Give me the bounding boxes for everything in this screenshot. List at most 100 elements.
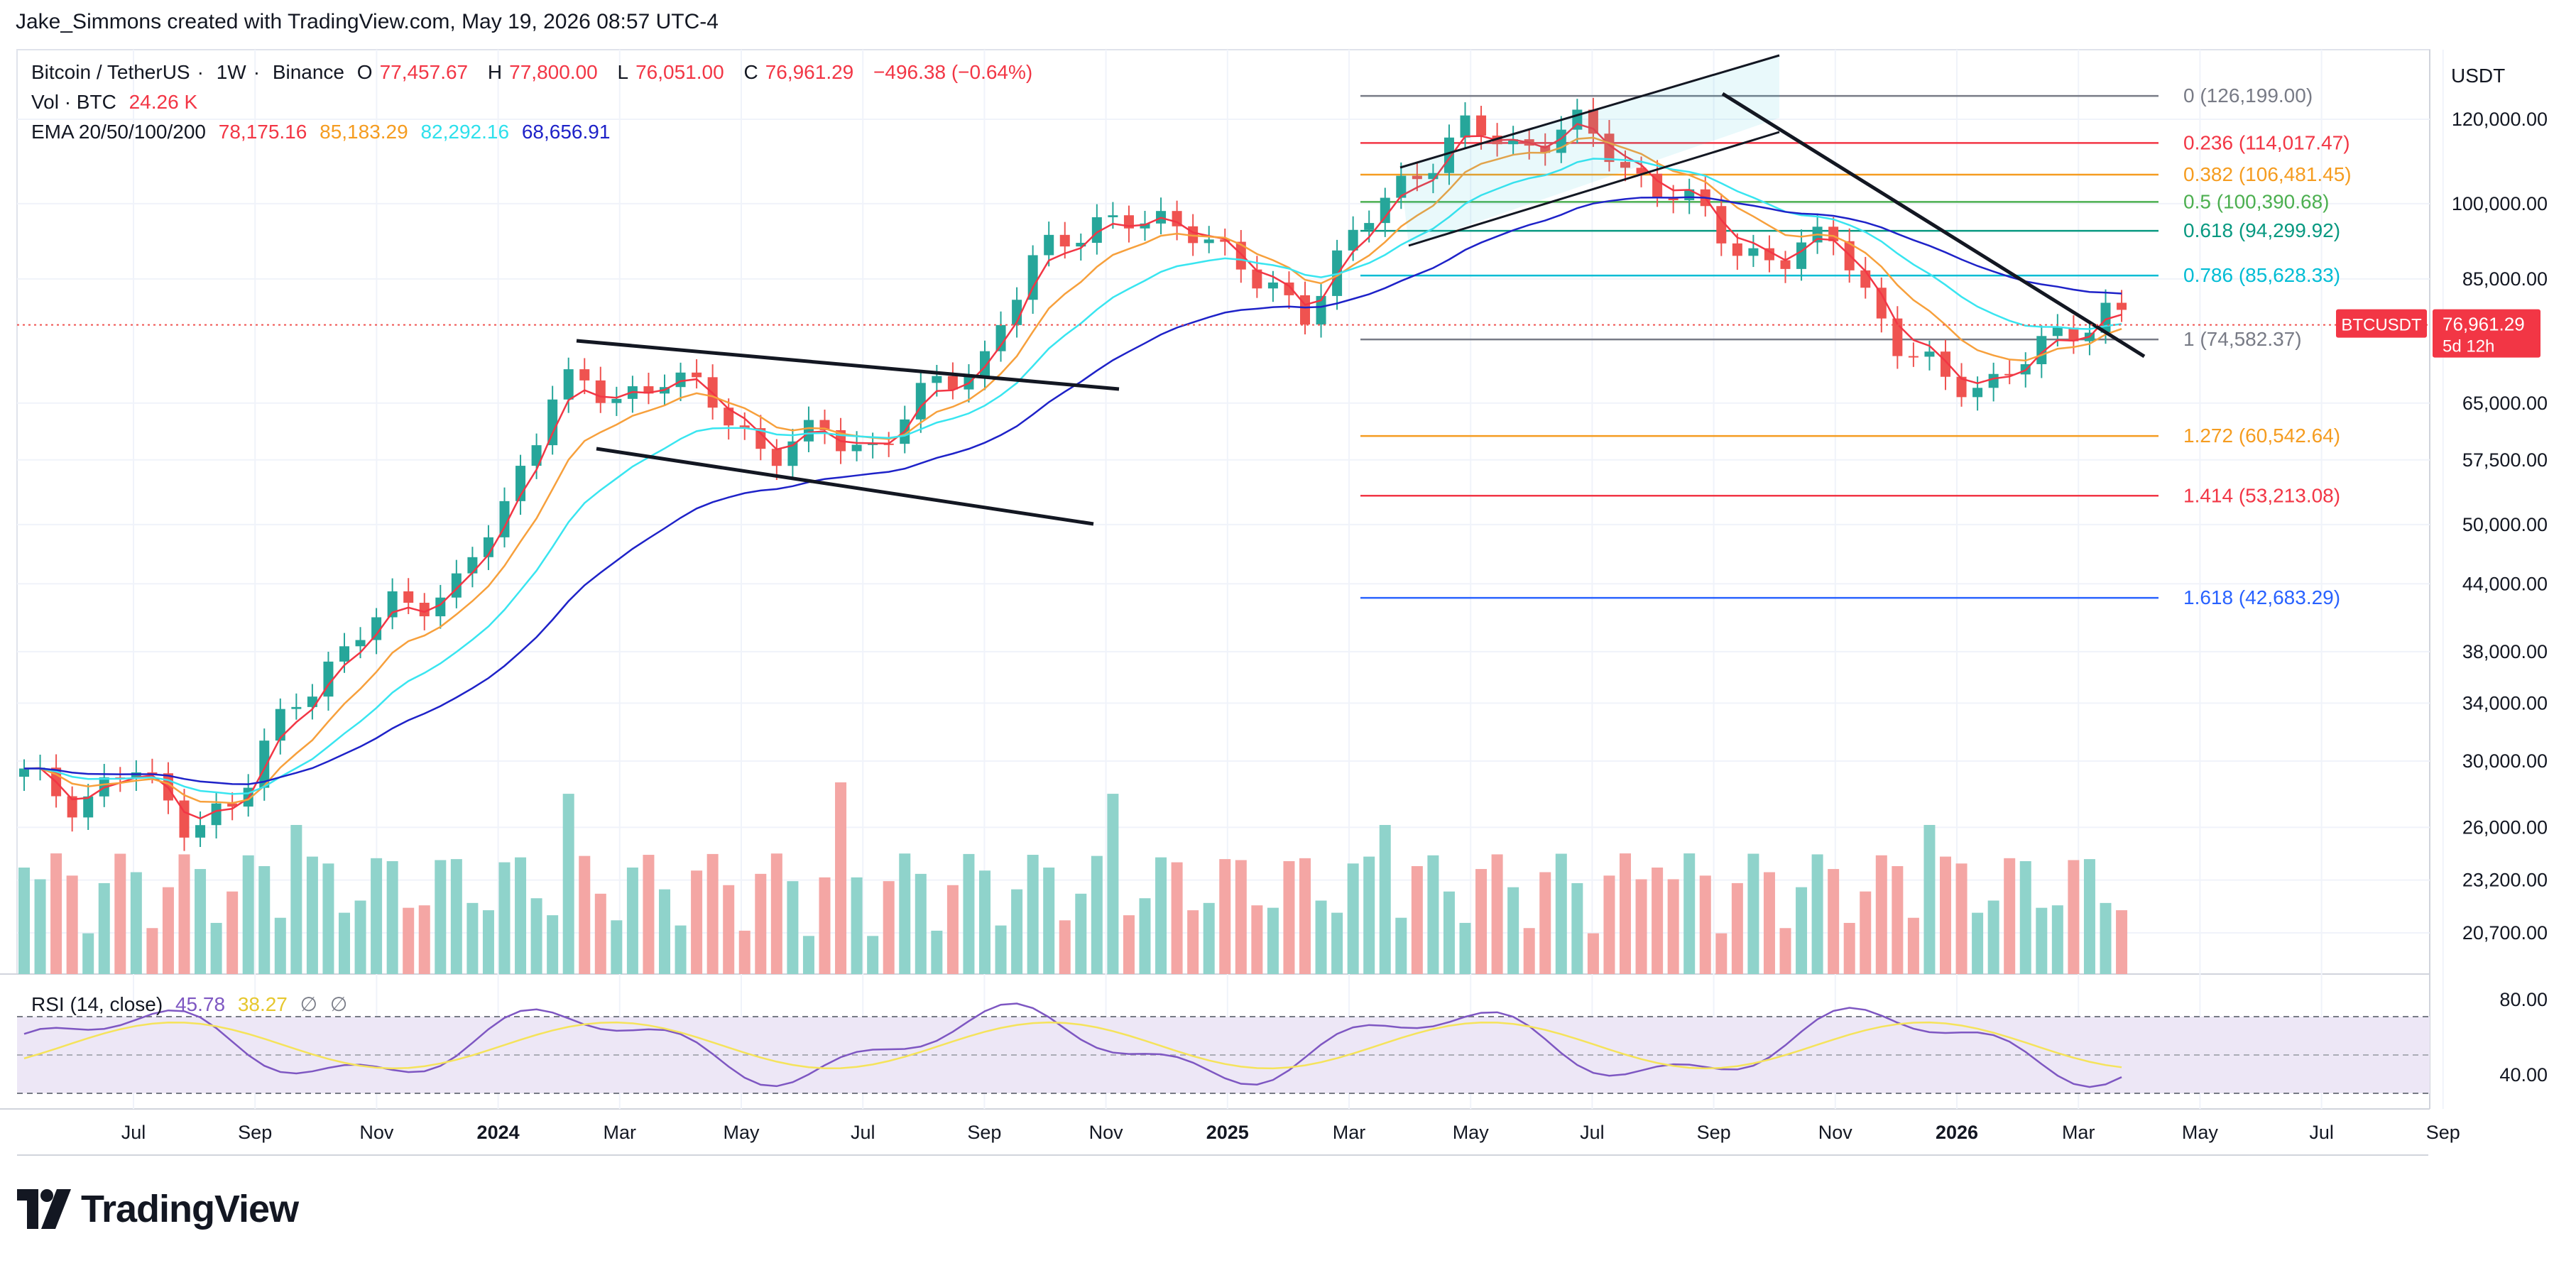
volume-bar bbox=[1347, 863, 1359, 974]
candle-body bbox=[947, 376, 958, 390]
volume-bar bbox=[130, 872, 142, 974]
ema-line bbox=[23, 136, 2122, 804]
candle-body bbox=[915, 383, 926, 420]
volume-bar bbox=[1843, 922, 1855, 974]
candle-body bbox=[1044, 234, 1054, 256]
ema-50-value: 85,183.29 bbox=[320, 121, 408, 143]
candle-body bbox=[1108, 215, 1118, 218]
candle-body bbox=[1876, 288, 1887, 319]
volume-bar bbox=[450, 859, 462, 974]
price-chart[interactable]: Jul Sep Nov 2024 Mar May Jul Sep Nov 2025 Mar May Ju… bbox=[0, 0, 2576, 1179]
rsi-legend[interactable]: RSI (14, close) 45.78 38.27 ∅ ∅ bbox=[31, 993, 354, 1016]
symbol-name[interactable]: Bitcoin / TetherUS bbox=[31, 61, 190, 83]
candle-body bbox=[1892, 318, 1903, 356]
volume-bar bbox=[1972, 912, 1984, 974]
time-axis-label: May bbox=[2182, 1122, 2219, 1143]
volume-bar bbox=[1555, 853, 1567, 974]
volume-bar bbox=[867, 936, 879, 974]
candle-body bbox=[339, 646, 349, 662]
candle-body bbox=[195, 825, 206, 838]
volume-bar bbox=[2068, 860, 2080, 974]
candle-body bbox=[1508, 139, 1519, 145]
time-axis-label: Nov bbox=[1818, 1122, 1853, 1143]
volume-bar bbox=[2116, 910, 2128, 974]
volume-bar bbox=[547, 915, 559, 974]
ema-line bbox=[23, 196, 2122, 785]
candle-body bbox=[1956, 376, 1967, 398]
rsi-ma-line bbox=[23, 1021, 2122, 1070]
volume-bar bbox=[1475, 869, 1488, 974]
rsi-value: 45.78 bbox=[175, 993, 226, 1015]
volume-bar bbox=[258, 865, 271, 974]
volume-bar bbox=[659, 889, 670, 974]
volume-bar bbox=[851, 877, 863, 974]
candle-body bbox=[259, 740, 270, 788]
volume-bar bbox=[1811, 854, 1823, 974]
volume-bar bbox=[2051, 905, 2063, 974]
candle-body bbox=[83, 796, 94, 818]
time-axis-label: Nov bbox=[1089, 1122, 1124, 1143]
volume-bar bbox=[1652, 867, 1664, 974]
candle-body bbox=[1540, 146, 1551, 153]
candle-body bbox=[1348, 229, 1358, 251]
volume-bar bbox=[306, 856, 318, 974]
volume-bar bbox=[1075, 893, 1087, 974]
time-axis-label: Mar bbox=[604, 1122, 637, 1143]
volume-bar bbox=[322, 863, 334, 974]
candle-body bbox=[724, 408, 734, 426]
volume-bar bbox=[883, 881, 895, 974]
candle-body bbox=[595, 380, 606, 403]
ema-200-value: 68,656.91 bbox=[521, 121, 611, 143]
candle-body bbox=[868, 443, 878, 445]
volume-bar bbox=[1747, 853, 1759, 974]
price-axis-label: 26,000.00 bbox=[2462, 816, 2548, 838]
volume-bar bbox=[1875, 855, 1887, 974]
volume-bar bbox=[1267, 907, 1279, 974]
candle-body bbox=[1860, 270, 1871, 288]
symbol-interval[interactable]: 1W bbox=[216, 61, 246, 83]
volume-bar bbox=[1203, 902, 1215, 974]
volume-bar bbox=[691, 870, 703, 974]
volume-legend[interactable]: Vol · BTC 24.26 K bbox=[31, 91, 204, 114]
volume-bar bbox=[162, 887, 174, 974]
volume-bar bbox=[787, 881, 799, 974]
volume-bar bbox=[819, 877, 831, 974]
candle-body bbox=[675, 372, 686, 388]
candle-body bbox=[579, 369, 590, 381]
volume-bar bbox=[339, 912, 350, 974]
volume-bar bbox=[594, 893, 606, 974]
volume-bar bbox=[1283, 860, 1295, 974]
candle-body bbox=[803, 420, 814, 442]
candle-body bbox=[499, 501, 510, 537]
candle-body bbox=[1172, 211, 1182, 226]
time-axis-label: Mar bbox=[1333, 1122, 1366, 1143]
price-axis-label: 34,000.00 bbox=[2462, 692, 2548, 713]
symbol-tag bbox=[2336, 309, 2427, 338]
candle-body bbox=[1316, 295, 1326, 325]
volume-bar bbox=[755, 873, 767, 974]
volume-bar bbox=[18, 868, 30, 974]
candle-body bbox=[1204, 239, 1214, 244]
fib-level-label: 1 (74,582.37) bbox=[2183, 328, 2302, 350]
volume-bar bbox=[1635, 879, 1647, 974]
volume-bar bbox=[675, 925, 687, 974]
tradingview-logo[interactable]: TradingView bbox=[17, 1187, 299, 1231]
volume-bar bbox=[2019, 860, 2031, 974]
time-axis-label: Jul bbox=[851, 1122, 875, 1143]
volume-bar bbox=[515, 857, 527, 974]
candle-body bbox=[1140, 223, 1150, 229]
price-axis-label: 20,700.00 bbox=[2462, 922, 2548, 944]
volume-bar bbox=[1699, 875, 1711, 974]
ema-legend[interactable]: EMA 20/50/100/200 78,175.16 85,183.29 82… bbox=[31, 121, 617, 143]
candle-body bbox=[1443, 137, 1454, 173]
volume-bar bbox=[1620, 853, 1631, 974]
price-axis-currency: USDT bbox=[2451, 65, 2505, 87]
symbol-legend[interactable]: Bitcoin / TetherUS · 1W · Binance O 77,457.… bbox=[31, 61, 1033, 83]
candle-body bbox=[2117, 302, 2127, 310]
candle-body bbox=[419, 603, 430, 617]
volume-bar bbox=[899, 853, 911, 974]
time-axis-label: Jul bbox=[2309, 1122, 2334, 1143]
time-axis-label: 2025 bbox=[1206, 1122, 1249, 1143]
rsi-label: RSI (14, close) bbox=[31, 993, 163, 1015]
candle-body bbox=[563, 369, 574, 400]
